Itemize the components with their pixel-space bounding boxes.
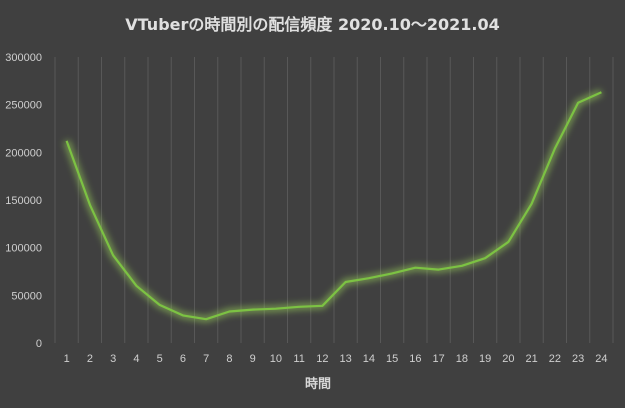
grid-lines [54, 57, 614, 343]
x-tick-label: 4 [133, 353, 139, 365]
data-point [88, 203, 92, 207]
y-axis-ticks: 0 50000 100000 150000 200000 250000 300000 [5, 52, 42, 350]
y-tick-label: 0 [36, 338, 42, 350]
chart-title: VTuberの時間別の配信頻度 2020.10～2021.04 [125, 15, 500, 34]
data-point [413, 266, 417, 270]
series-line [65, 91, 602, 321]
data-point [437, 268, 441, 272]
y-tick-label: 50000 [11, 290, 42, 302]
data-point [390, 271, 394, 275]
data-point [274, 307, 278, 311]
x-tick-label: 16 [409, 353, 421, 365]
x-tick-label: 9 [250, 353, 256, 365]
x-tick-label: 22 [549, 353, 561, 365]
x-tick-label: 20 [502, 353, 514, 365]
data-point [367, 276, 371, 280]
x-tick-label: 1 [64, 353, 70, 365]
x-tick-label: 11 [293, 353, 304, 365]
x-tick-label: 2 [87, 353, 93, 365]
x-tick-label: 23 [572, 353, 584, 365]
x-tick-label: 18 [456, 353, 468, 365]
x-tick-label: 14 [363, 353, 375, 365]
x-tick-label: 24 [595, 353, 607, 365]
data-point [576, 101, 580, 105]
x-tick-label: 5 [157, 353, 163, 365]
data-point [227, 310, 231, 314]
x-tick-label: 17 [433, 353, 445, 365]
x-tick-label: 15 [386, 353, 398, 365]
x-tick-label: 6 [180, 353, 186, 365]
x-tick-label: 19 [479, 353, 491, 365]
data-point [344, 280, 348, 284]
x-axis-ticks: 1 2 3 4 5 6 7 8 9 10 11 12 13 14 15 16 17 18 19 20 21 22 23 24 [64, 353, 608, 365]
data-point [599, 90, 603, 94]
data-point [204, 317, 208, 321]
x-tick-label: 7 [203, 353, 209, 365]
x-tick-label: 3 [110, 353, 116, 365]
data-point [320, 304, 324, 308]
data-point [506, 240, 510, 244]
x-tick-label: 21 [526, 353, 538, 365]
data-point [181, 313, 185, 317]
data-point [65, 139, 69, 143]
data-point [460, 264, 464, 268]
data-point [553, 147, 557, 151]
x-axis-title: 時間 [305, 376, 331, 392]
series-line-group [63, 89, 603, 323]
x-tick-label: 10 [270, 353, 282, 365]
data-point [134, 284, 138, 288]
y-tick-label: 300000 [5, 52, 42, 64]
y-tick-label: 150000 [5, 195, 42, 207]
y-tick-label: 250000 [5, 100, 42, 112]
data-point [530, 202, 534, 206]
data-point [297, 305, 301, 309]
data-point [251, 308, 255, 312]
x-tick-label: 12 [316, 353, 328, 365]
y-tick-label: 100000 [5, 243, 42, 255]
x-tick-label: 13 [340, 353, 352, 365]
y-tick-label: 200000 [5, 147, 42, 159]
data-point [158, 303, 162, 307]
data-point [111, 253, 115, 257]
x-tick-label: 8 [226, 353, 232, 365]
data-point [483, 256, 487, 260]
